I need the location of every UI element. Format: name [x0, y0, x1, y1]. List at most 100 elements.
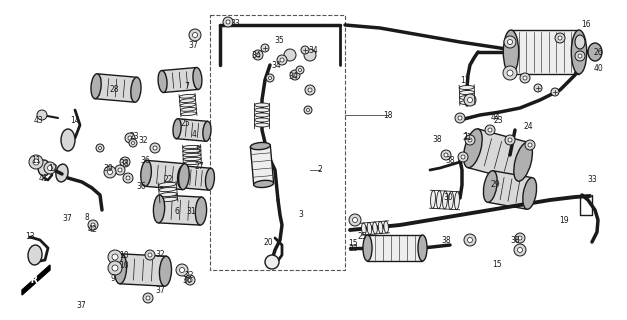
Circle shape — [128, 136, 132, 140]
Ellipse shape — [183, 149, 201, 153]
Text: 38: 38 — [433, 135, 443, 144]
Circle shape — [464, 234, 476, 246]
Ellipse shape — [463, 129, 482, 168]
Ellipse shape — [159, 188, 177, 192]
Text: 4: 4 — [192, 130, 197, 139]
Circle shape — [153, 146, 157, 150]
Text: 39: 39 — [103, 164, 113, 173]
Text: 35: 35 — [274, 36, 284, 45]
Text: 16: 16 — [581, 20, 591, 28]
Text: 22: 22 — [184, 271, 194, 280]
Circle shape — [558, 36, 562, 40]
Circle shape — [308, 88, 312, 92]
Text: 40: 40 — [594, 64, 604, 73]
Ellipse shape — [181, 108, 196, 111]
Circle shape — [37, 110, 47, 120]
Ellipse shape — [61, 129, 75, 151]
Ellipse shape — [483, 171, 497, 202]
Circle shape — [96, 144, 104, 152]
Circle shape — [132, 141, 135, 145]
Circle shape — [176, 264, 188, 276]
Ellipse shape — [255, 118, 270, 122]
Text: 6: 6 — [174, 207, 179, 216]
Circle shape — [458, 152, 468, 162]
Ellipse shape — [180, 103, 196, 107]
Circle shape — [293, 73, 297, 77]
Circle shape — [145, 250, 155, 260]
Circle shape — [277, 55, 287, 65]
Ellipse shape — [181, 112, 197, 116]
Polygon shape — [250, 145, 273, 185]
Polygon shape — [158, 195, 202, 225]
Circle shape — [465, 135, 475, 145]
Circle shape — [104, 166, 116, 178]
Circle shape — [507, 70, 513, 76]
Circle shape — [266, 74, 274, 82]
Polygon shape — [120, 254, 166, 286]
Ellipse shape — [362, 223, 366, 235]
Circle shape — [265, 255, 279, 269]
Circle shape — [44, 162, 56, 174]
Text: 10: 10 — [119, 252, 129, 260]
Circle shape — [525, 140, 535, 150]
Ellipse shape — [460, 91, 475, 94]
Circle shape — [488, 128, 492, 132]
Polygon shape — [162, 68, 198, 92]
Ellipse shape — [115, 254, 127, 284]
Text: 29: 29 — [490, 180, 500, 188]
Text: 36: 36 — [136, 182, 146, 191]
Text: 44: 44 — [490, 113, 500, 122]
Ellipse shape — [254, 180, 273, 188]
Polygon shape — [511, 30, 579, 74]
Ellipse shape — [160, 197, 177, 202]
Ellipse shape — [183, 153, 201, 156]
Text: 34: 34 — [288, 72, 298, 81]
Text: 5: 5 — [195, 146, 200, 155]
Circle shape — [461, 155, 465, 159]
Text: 19: 19 — [559, 216, 569, 225]
Circle shape — [296, 66, 304, 74]
Ellipse shape — [255, 103, 270, 107]
Circle shape — [505, 135, 515, 145]
Circle shape — [192, 33, 198, 37]
Text: 8: 8 — [84, 213, 89, 222]
Text: FR.: FR. — [24, 275, 42, 285]
Ellipse shape — [131, 77, 141, 102]
Text: 27: 27 — [194, 162, 204, 171]
Circle shape — [33, 159, 39, 165]
Circle shape — [98, 147, 102, 149]
Ellipse shape — [177, 166, 187, 188]
Circle shape — [107, 170, 112, 174]
Circle shape — [108, 261, 122, 275]
Circle shape — [458, 116, 462, 120]
Ellipse shape — [196, 197, 207, 225]
Circle shape — [256, 53, 260, 57]
Ellipse shape — [91, 74, 101, 99]
Polygon shape — [95, 74, 137, 102]
Circle shape — [517, 247, 522, 252]
Text: 37: 37 — [76, 301, 87, 310]
Text: 36: 36 — [140, 156, 150, 165]
Text: 37: 37 — [155, 286, 165, 295]
Circle shape — [150, 143, 160, 153]
Text: 34: 34 — [251, 51, 261, 60]
Text: 36: 36 — [182, 276, 192, 285]
Text: 21: 21 — [462, 133, 472, 142]
Text: 20: 20 — [263, 238, 273, 247]
Circle shape — [253, 50, 263, 60]
Circle shape — [304, 49, 316, 61]
Ellipse shape — [372, 222, 377, 234]
Circle shape — [290, 70, 300, 80]
Text: 37: 37 — [188, 41, 198, 50]
Circle shape — [515, 233, 525, 243]
Text: 23: 23 — [130, 132, 140, 141]
Text: 24: 24 — [523, 122, 533, 131]
Ellipse shape — [455, 192, 460, 210]
Circle shape — [188, 278, 192, 282]
Text: 38: 38 — [119, 159, 129, 168]
Ellipse shape — [158, 71, 167, 92]
Circle shape — [503, 66, 517, 80]
Circle shape — [575, 51, 585, 61]
Circle shape — [126, 176, 130, 180]
Text: 37: 37 — [63, 214, 73, 223]
